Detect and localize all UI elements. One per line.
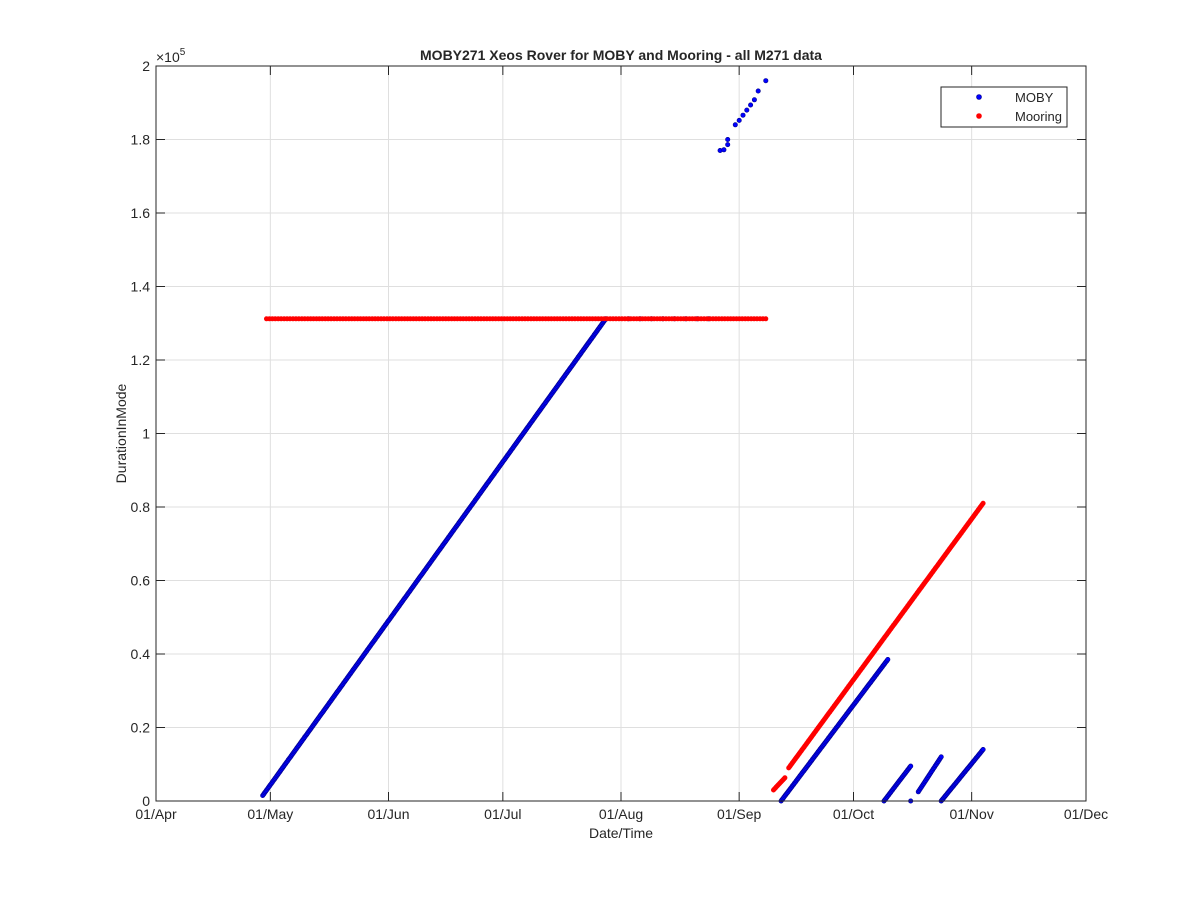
mooring-point (782, 775, 788, 781)
x-tick-label: 01/Dec (1064, 806, 1108, 822)
x-tick-label: 01/Jul (484, 806, 521, 822)
data-series (260, 78, 986, 804)
moby-point (725, 142, 731, 148)
moby-point (980, 746, 986, 752)
legend: MOBY Mooring (940, 86, 1068, 128)
moby-point (725, 137, 731, 143)
y-tick-label: 0.4 (131, 646, 151, 662)
moby-point (938, 754, 944, 760)
legend-label-mooring: Mooring (1015, 109, 1062, 124)
moby-point (736, 117, 742, 123)
y-tick-label: 1.6 (131, 205, 151, 221)
y-tick-label: 2 (142, 58, 150, 74)
x-tick-label: 01/Apr (135, 806, 177, 822)
x-tick-label: 01/Jun (367, 806, 409, 822)
y-axis-exponent-power: 5 (180, 47, 186, 58)
moby-point (885, 656, 891, 662)
x-tick-label: 01/Nov (949, 806, 993, 822)
moby-point (751, 97, 757, 103)
x-tick-label: 01/May (247, 806, 293, 822)
y-tick-label: 0.8 (131, 499, 151, 515)
x-axis-label: Date/Time (589, 825, 653, 841)
moby-point (755, 88, 761, 94)
y-tick-label: 1.8 (131, 132, 151, 148)
y-tick-label: 0.6 (131, 573, 151, 589)
grid (155, 65, 1087, 802)
series-mooring (263, 316, 986, 793)
mooring-point (980, 500, 986, 506)
y-tick-label: 1.2 (131, 352, 151, 368)
legend-marker-mooring (976, 113, 982, 119)
y-tick-label: 1.4 (131, 279, 151, 295)
mooring-point (763, 316, 769, 322)
series-moby (260, 78, 986, 804)
y-tick-label: 0 (142, 793, 150, 809)
moby-point (732, 122, 738, 128)
chart-title: MOBY271 Xeos Rover for MOBY and Mooring … (420, 47, 822, 63)
x-tick-label: 01/Oct (833, 806, 874, 822)
moby-point (748, 102, 754, 108)
y-tick-label: 1 (142, 426, 150, 442)
legend-marker-moby (976, 94, 982, 100)
axis-ticks: 01/Apr 01/May 01/Jun 01/Jul 01/Aug 01/Sep 01/O… (131, 58, 1109, 822)
y-axis-label: DurationInMode (113, 383, 129, 483)
x-tick-label: 01/Aug (599, 806, 643, 822)
y-axis-exponent-base: ×10 (156, 49, 180, 65)
moby-point (908, 763, 914, 769)
y-axis-exponent: ×105 (156, 47, 186, 65)
moby-point (763, 78, 769, 84)
legend-box (940, 86, 1068, 128)
y-tick-label: 0.2 (131, 720, 151, 736)
moby-point (740, 112, 746, 118)
moby-point (721, 147, 727, 153)
moby-point (744, 107, 750, 113)
x-tick-label: 01/Sep (717, 806, 762, 822)
legend-label-moby: MOBY (1015, 90, 1054, 105)
